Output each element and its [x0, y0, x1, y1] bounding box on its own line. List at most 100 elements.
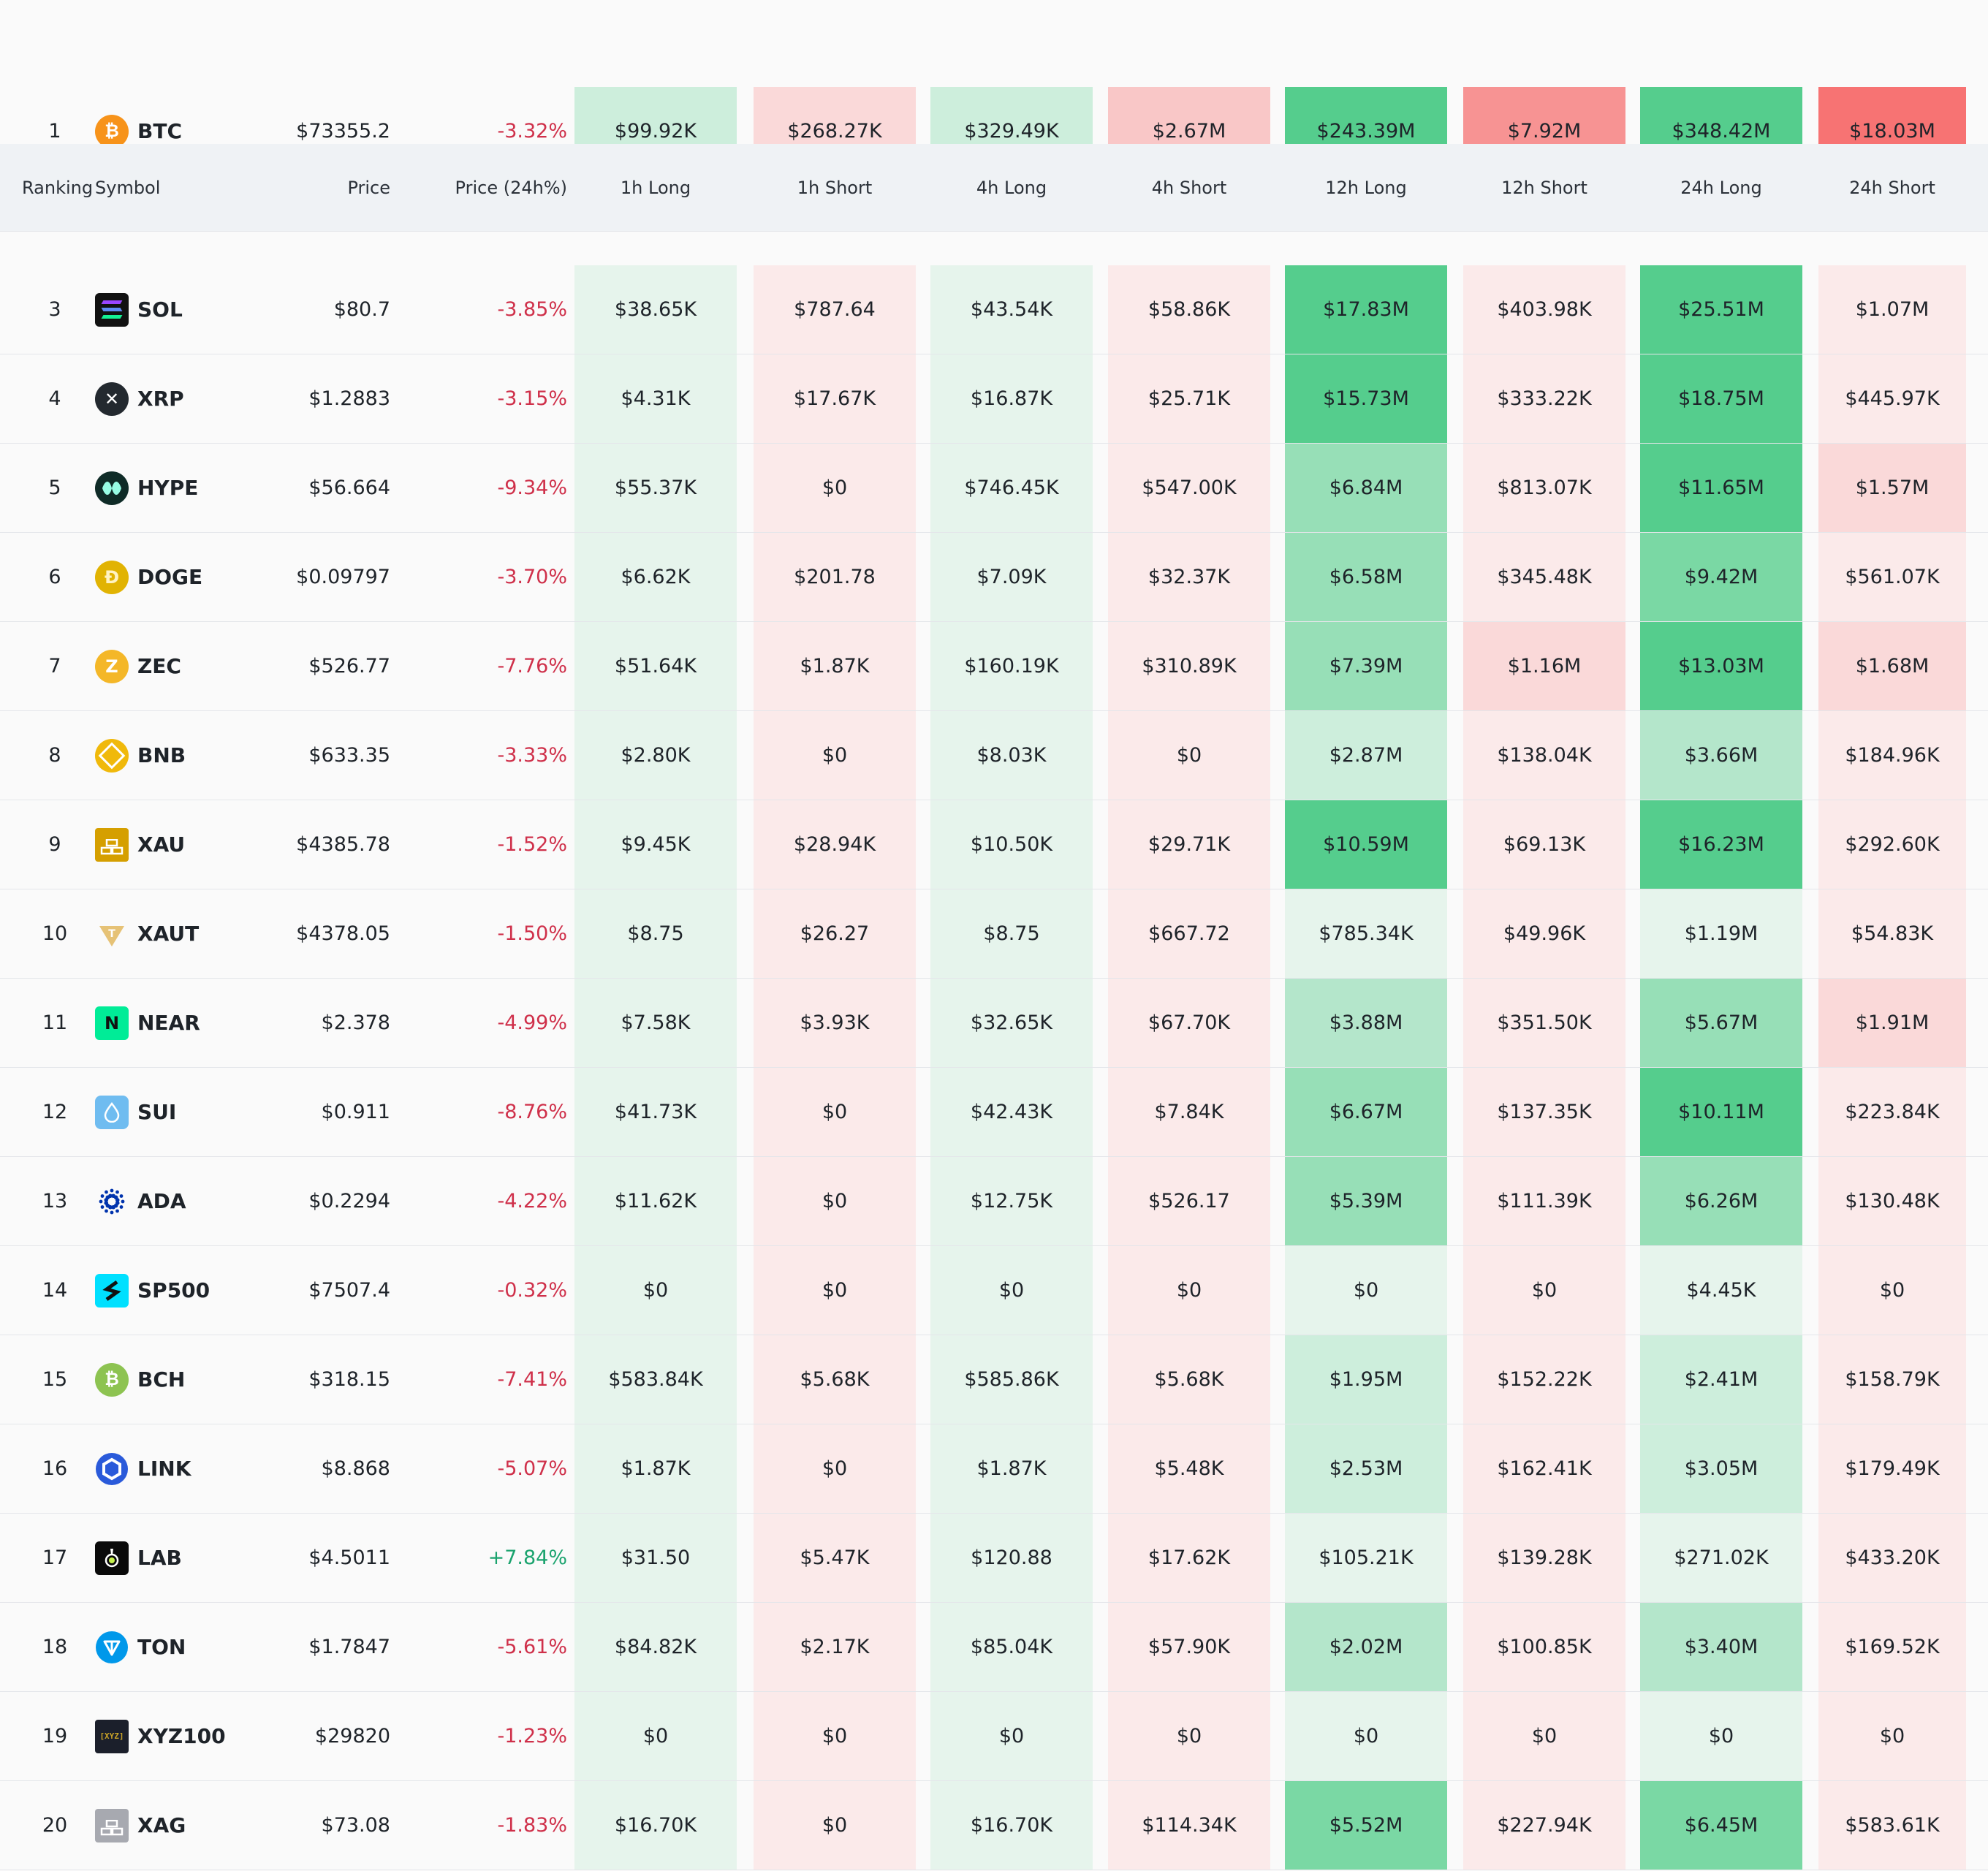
symbol-cell[interactable]: ✕ XRP — [95, 354, 300, 443]
symbol-cell[interactable]: SOL — [95, 265, 300, 354]
symbol-cell[interactable]: HYPE — [95, 444, 300, 532]
table-row[interactable]: 14 SP500 $7507.4 -0.32% $0 $0 $0 $0 $0 $0 $4.45K $… — [0, 1246, 1988, 1335]
table-row[interactable]: 5 HYPE $56.664 -9.34% $55.37K $0 $746.45K $547… — [0, 444, 1988, 533]
liquidation-cell-24h-short: $0 — [1818, 1692, 1966, 1780]
table-row[interactable]: 12 SUI $0.911 -8.76% $41.73K $0 $42.43K $7.84K… — [0, 1068, 1988, 1157]
table-row[interactable]: 19 [XYZ] XYZ100 $29820 -1.23% $0 $0 $0 $0 $0 $0 $0 $… — [0, 1692, 1988, 1781]
liquidation-cell-4h-short: $547.00K — [1108, 444, 1270, 532]
liquidation-cell-1h-long: $51.64K — [574, 622, 737, 710]
table-row[interactable]: 15 ₿ BCH $318.15 -7.41% $583.84K $5.68K $585.86… — [0, 1335, 1988, 1424]
dogecoin-icon: Ð — [95, 560, 129, 594]
liquidation-cell-4h-short: $0 — [1108, 711, 1270, 800]
table-row[interactable]: 11 N NEAR $2.378 -4.99% $7.58K $3.93K $32.65K $6… — [0, 979, 1988, 1068]
symbol-cell[interactable]: TON — [95, 1603, 300, 1691]
liquidation-cell-1h-short: $0 — [754, 1424, 916, 1513]
chainlink-icon — [95, 1452, 129, 1486]
table-row[interactable]: 20 XAG $73.08 -1.83% $16.70K $0 $16.70K $114.3… — [0, 1781, 1988, 1870]
liquidation-cell-4h-short: $0 — [1108, 1246, 1270, 1335]
symbol-cell[interactable]: T XAUT — [95, 889, 300, 978]
liquidation-cell-12h-short: $227.94K — [1463, 1781, 1625, 1870]
liquidation-cell-12h-long: $6.58M — [1285, 533, 1447, 621]
liquidation-cell-4h-short: $29.71K — [1108, 800, 1270, 889]
table-row[interactable]: 13 ADA $0.2294 -4.22% $11.62K $0 $12.75K $526.1… — [0, 1157, 1988, 1246]
liquidation-cell-12h-long: $5.39M — [1285, 1157, 1447, 1245]
symbol-cell[interactable]: ADA — [95, 1157, 300, 1245]
symbol-cell[interactable]: Ð DOGE — [95, 533, 300, 621]
price-cell: $73355.2 — [296, 120, 390, 143]
liquidation-cell-4h-short: $114.34K — [1108, 1781, 1270, 1870]
header-1h-long[interactable]: 1h Long — [620, 177, 691, 198]
header-12h-long[interactable]: 12h Long — [1325, 177, 1407, 198]
liquidation-cell-12h-short: $351.50K — [1463, 979, 1625, 1067]
price-change-cell: -9.34% — [497, 477, 567, 499]
symbol-cell[interactable]: Z ZEC — [95, 622, 300, 710]
header-ranking[interactable]: Ranking — [22, 177, 94, 198]
price-cell: $2.378 — [321, 1012, 390, 1034]
table-row[interactable]: 9 XAU $4385.78 -1.52% $9.45K $28.94K $10.50K $… — [0, 800, 1988, 889]
table-row[interactable]: 7 Z ZEC $526.77 -7.76% $51.64K $1.87K $160.19K $… — [0, 622, 1988, 711]
liquidation-cell-1h-long: $583.84K — [574, 1335, 737, 1424]
symbol-cell[interactable]: SUI — [95, 1068, 300, 1156]
symbol-cell[interactable]: N NEAR — [95, 979, 300, 1067]
rank-cell: 12 — [42, 1101, 68, 1123]
rank-cell: 7 — [48, 655, 61, 678]
rank-cell: 16 — [42, 1457, 68, 1480]
liquidation-cell-24h-long: $9.42M — [1640, 533, 1802, 621]
header-price-change[interactable]: Price (24h%) — [455, 177, 567, 198]
table-row[interactable]: 4 ✕ XRP $1.2883 -3.15% $4.31K $17.67K $16.87K $2… — [0, 354, 1988, 444]
symbol-cell[interactable]: ₿ BCH — [95, 1335, 300, 1424]
liquidation-cell-12h-short: $0 — [1463, 1692, 1625, 1780]
price-cell: $0.911 — [321, 1101, 390, 1123]
liquidation-cell-12h-long: $7.39M — [1285, 622, 1447, 710]
table-row[interactable]: 8 BNB $633.35 -3.33% $2.80K $0 $8.03K $0 $2.87M… — [0, 711, 1988, 800]
header-24h-short[interactable]: 24h Short — [1849, 177, 1935, 198]
price-change-cell: -1.52% — [497, 833, 567, 856]
header-4h-short[interactable]: 4h Short — [1151, 177, 1227, 198]
liquidation-cell-24h-short: $445.97K — [1818, 354, 1966, 443]
symbol-cell[interactable]: XAU — [95, 800, 300, 889]
table-row[interactable]: 3 SOL $80.7 -3.85% $38.65K $787.64 $43.54K $58… — [0, 265, 1988, 354]
table-row[interactable]: 10 T XAUT $4378.05 -1.50% $8.75 $26.27 $8.75 $66… — [0, 889, 1988, 979]
table-row[interactable]: 17 LAB $4.5011 +7.84% $31.50 $5.47K $120.88 $1… — [0, 1514, 1988, 1603]
price-cell: $318.15 — [308, 1368, 390, 1391]
symbol-cell[interactable]: [XYZ] XYZ100 — [95, 1692, 300, 1780]
symbol-cell[interactable]: LINK — [95, 1424, 300, 1513]
header-24h-long[interactable]: 24h Long — [1680, 177, 1762, 198]
symbol-name: BNB — [137, 743, 186, 767]
liquidation-cell-1h-short: $787.64 — [754, 265, 916, 354]
header-1h-short[interactable]: 1h Short — [797, 177, 873, 198]
rank-cell: 5 — [48, 477, 61, 499]
symbol-name: SUI — [137, 1100, 177, 1124]
header-price[interactable]: Price — [347, 177, 390, 198]
rank-cell: 4 — [48, 387, 61, 410]
price-cell: $4378.05 — [296, 922, 390, 945]
liquidation-cell-12h-short: $1.16M — [1463, 622, 1625, 710]
symbol-cell[interactable]: LAB — [95, 1514, 300, 1602]
liquidation-cell-1h-short: $1.87K — [754, 622, 916, 710]
price-change-cell: -5.61% — [497, 1636, 567, 1658]
price-cell: $0.09797 — [296, 566, 390, 588]
liquidation-cell-24h-short: $1.07M — [1818, 265, 1966, 354]
xyz-icon: [XYZ] — [95, 1719, 129, 1753]
price-change-cell: -3.85% — [497, 298, 567, 321]
liquidation-cell-12h-long: $15.73M — [1285, 354, 1447, 443]
header-symbol[interactable]: Symbol — [95, 177, 161, 198]
header-4h-long[interactable]: 4h Long — [976, 177, 1047, 198]
liquidation-cell-24h-long: $1.19M — [1640, 889, 1802, 978]
liquidation-cell-4h-long: $32.65K — [930, 979, 1093, 1067]
symbol-cell[interactable]: BNB — [95, 711, 300, 800]
table-row[interactable]: 6 Ð DOGE $0.09797 -3.70% $6.62K $201.78 $7.09K $… — [0, 533, 1988, 622]
table-row[interactable]: 16 LINK $8.868 -5.07% $1.87K $0 $1.87K $5.48K $2… — [0, 1424, 1988, 1514]
header-12h-short[interactable]: 12h Short — [1501, 177, 1587, 198]
table-row[interactable]: 18 TON $1.7847 -5.61% $84.82K $2.17K $85.04K $5… — [0, 1603, 1988, 1692]
liquidation-cell-12h-long: $3.88M — [1285, 979, 1447, 1067]
liquidation-cell-1h-long: $7.58K — [574, 979, 737, 1067]
symbol-cell[interactable]: ₿ BTC — [95, 87, 300, 175]
price-change-cell: -4.99% — [497, 1012, 567, 1034]
symbol-cell[interactable]: XAG — [95, 1781, 300, 1870]
rank-cell: 17 — [42, 1546, 68, 1569]
rank-cell: 13 — [42, 1190, 68, 1212]
symbol-cell[interactable]: SP500 — [95, 1246, 300, 1335]
liquidation-cell-4h-long: $85.04K — [930, 1603, 1093, 1691]
liquidation-cell-1h-short: $28.94K — [754, 800, 916, 889]
